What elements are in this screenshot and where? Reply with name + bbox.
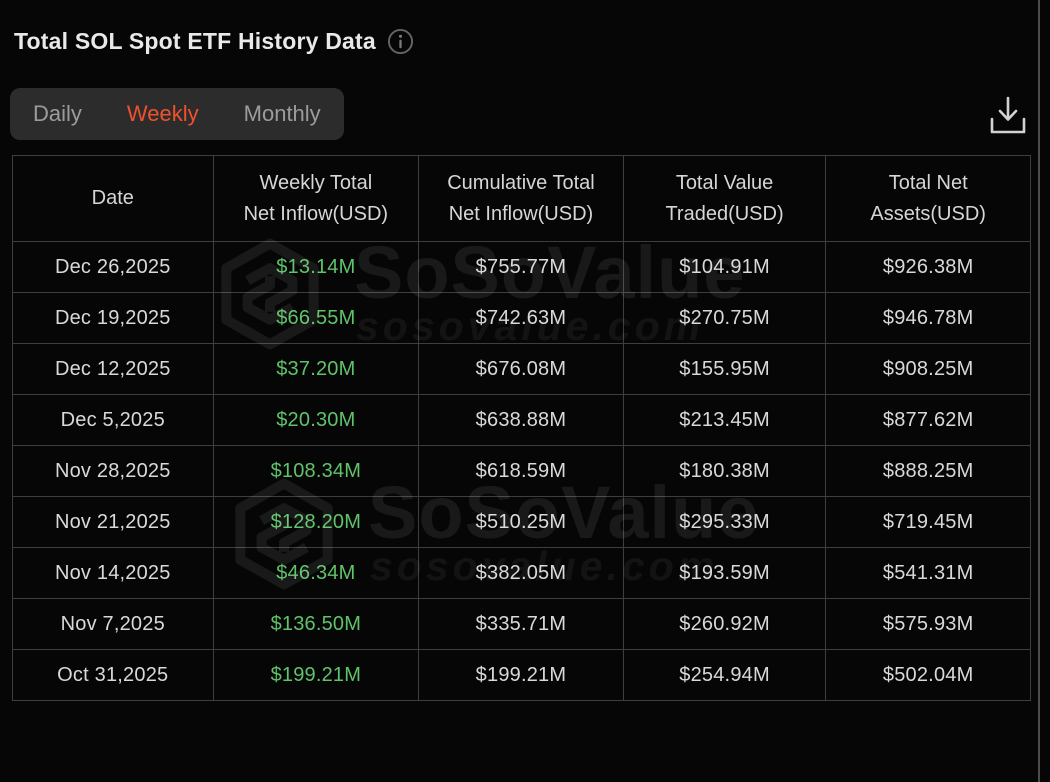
date-cell: Oct 31,2025 xyxy=(12,649,214,701)
table-row: Dec 26,2025 $13.14M $755.77M $104.91M $9… xyxy=(12,241,1031,293)
value-traded-cell: $193.59M xyxy=(622,547,827,599)
weekly-inflow-cell: $66.55M xyxy=(212,292,420,344)
weekly-inflow-cell: $108.34M xyxy=(212,445,420,497)
table-row: Dec 19,2025 $66.55M $742.63M $270.75M $9… xyxy=(12,292,1031,344)
net-assets-cell: $877.62M xyxy=(825,394,1031,446)
interval-tabs: Daily Weekly Monthly xyxy=(10,88,344,140)
value-traded-cell: $260.92M xyxy=(622,598,827,650)
cumulative-inflow-cell: $618.59M xyxy=(418,445,624,497)
tab-weekly[interactable]: Weekly xyxy=(126,101,199,126)
weekly-inflow-cell: $13.14M xyxy=(212,241,420,293)
value-traded-cell: $270.75M xyxy=(622,292,827,344)
net-assets-cell: $888.25M xyxy=(825,445,1031,497)
page-right-border xyxy=(1038,0,1040,782)
weekly-inflow-cell: $199.21M xyxy=(212,649,420,701)
value-traded-cell: $104.91M xyxy=(622,241,827,293)
weekly-inflow-cell: $136.50M xyxy=(212,598,420,650)
date-cell: Nov 7,2025 xyxy=(12,598,214,650)
etf-history-table: Date Weekly Total Net Inflow(USD) Cumula… xyxy=(12,155,1031,701)
page-title: Total SOL Spot ETF History Data xyxy=(14,28,376,54)
net-assets-cell: $908.25M xyxy=(825,343,1031,395)
date-cell: Dec 19,2025 xyxy=(12,292,214,344)
table-row: Nov 7,2025 $136.50M $335.71M $260.92M $5… xyxy=(12,598,1031,650)
cumulative-inflow-cell: $199.21M xyxy=(418,649,624,701)
net-assets-cell: $926.38M xyxy=(825,241,1031,293)
header: Total SOL Spot ETF History Data xyxy=(14,28,414,55)
tab-daily[interactable]: Daily xyxy=(33,101,82,126)
net-assets-cell: $502.04M xyxy=(825,649,1031,701)
cumulative-inflow-cell: $335.71M xyxy=(418,598,624,650)
cumulative-inflow-cell: $638.88M xyxy=(418,394,624,446)
table-header-row: Date Weekly Total Net Inflow(USD) Cumula… xyxy=(12,155,1031,242)
table-row: Oct 31,2025 $199.21M $199.21M $254.94M $… xyxy=(12,649,1031,701)
col-header-total-net-assets: Total Net Assets(USD) xyxy=(825,155,1031,242)
cumulative-inflow-cell: $382.05M xyxy=(418,547,624,599)
value-traded-cell: $295.33M xyxy=(622,496,827,548)
date-cell: Nov 21,2025 xyxy=(12,496,214,548)
cumulative-inflow-cell: $742.63M xyxy=(418,292,624,344)
net-assets-cell: $575.93M xyxy=(825,598,1031,650)
col-header-cumulative-net-inflow: Cumulative Total Net Inflow(USD) xyxy=(418,155,624,242)
date-cell: Dec 5,2025 xyxy=(12,394,214,446)
table-row: Nov 28,2025 $108.34M $618.59M $180.38M $… xyxy=(12,445,1031,497)
date-cell: Nov 14,2025 xyxy=(12,547,214,599)
net-assets-cell: $719.45M xyxy=(825,496,1031,548)
cumulative-inflow-cell: $676.08M xyxy=(418,343,624,395)
date-cell: Nov 28,2025 xyxy=(12,445,214,497)
cumulative-inflow-cell: $510.25M xyxy=(418,496,624,548)
weekly-inflow-cell: $46.34M xyxy=(212,547,420,599)
col-header-weekly-net-inflow: Weekly Total Net Inflow(USD) xyxy=(212,155,420,242)
value-traded-cell: $213.45M xyxy=(622,394,827,446)
download-button[interactable] xyxy=(988,92,1028,138)
info-icon[interactable] xyxy=(387,28,414,55)
value-traded-cell: $180.38M xyxy=(622,445,827,497)
table-row: Dec 12,2025 $37.20M $676.08M $155.95M $9… xyxy=(12,343,1031,395)
col-header-date: Date xyxy=(12,155,214,242)
table-row: Dec 5,2025 $20.30M $638.88M $213.45M $87… xyxy=(12,394,1031,446)
date-cell: Dec 12,2025 xyxy=(12,343,214,395)
weekly-inflow-cell: $128.20M xyxy=(212,496,420,548)
net-assets-cell: $946.78M xyxy=(825,292,1031,344)
cumulative-inflow-cell: $755.77M xyxy=(418,241,624,293)
date-cell: Dec 26,2025 xyxy=(12,241,214,293)
col-header-total-value-traded: Total Value Traded(USD) xyxy=(622,155,827,242)
value-traded-cell: $254.94M xyxy=(622,649,827,701)
net-assets-cell: $541.31M xyxy=(825,547,1031,599)
table-row: Nov 14,2025 $46.34M $382.05M $193.59M $5… xyxy=(12,547,1031,599)
tab-monthly[interactable]: Monthly xyxy=(243,101,321,126)
value-traded-cell: $155.95M xyxy=(622,343,827,395)
table-row: Nov 21,2025 $128.20M $510.25M $295.33M $… xyxy=(12,496,1031,548)
weekly-inflow-cell: $20.30M xyxy=(212,394,420,446)
weekly-inflow-cell: $37.20M xyxy=(212,343,420,395)
